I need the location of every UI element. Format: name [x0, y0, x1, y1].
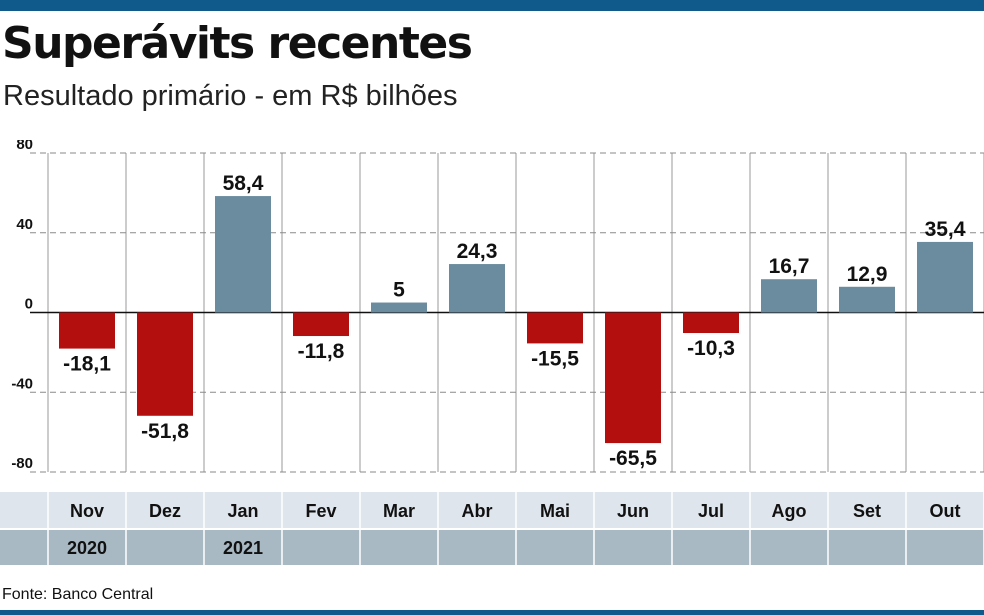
source-note: Fonte: Banco Central	[2, 586, 154, 603]
y-tick-label: 0	[25, 296, 33, 313]
bar-value-label: -15,5	[531, 347, 579, 370]
bar	[761, 279, 817, 313]
bar-value-label: -11,8	[298, 340, 345, 363]
bar	[59, 312, 115, 349]
bar	[683, 312, 739, 334]
x-category-label: Ago	[772, 501, 807, 521]
y-tick-label: -80	[11, 455, 33, 472]
x-category-label: Mar	[383, 501, 415, 521]
bar-chart: 80 40 0 -40 -80 -18,1 -51,8 58,4 -11,8 5 24,3 -15,5…	[0, 140, 984, 565]
bar	[449, 264, 505, 313]
x-category-label: Jan	[227, 501, 258, 521]
bar-value-label: 12,9	[847, 263, 888, 286]
bar	[917, 241, 973, 313]
bar-value-label: -51,8	[141, 420, 189, 443]
x-category-label: Fev	[305, 501, 336, 521]
x-category-label: Abr	[462, 501, 493, 521]
bar	[605, 312, 661, 444]
bar-value-label: 16,7	[769, 255, 810, 278]
bar	[293, 312, 349, 337]
year-row-band	[0, 530, 984, 565]
bar	[371, 302, 427, 313]
x-category-label: Out	[930, 501, 961, 521]
bar-value-label: 35,4	[925, 218, 966, 241]
chart-title: Superávits recentes	[2, 18, 473, 69]
year-label: 2020	[67, 538, 107, 558]
x-category-label: Nov	[70, 501, 104, 521]
bar	[527, 312, 583, 344]
bar-value-label: -10,3	[687, 337, 735, 360]
top-accent-bar	[0, 0, 984, 11]
chart-subtitle: Resultado primário - em R$ bilhões	[3, 80, 458, 112]
y-tick-label: 80	[16, 140, 33, 153]
year-label: 2021	[223, 538, 263, 558]
y-tick-label: -40	[11, 375, 33, 392]
bar	[215, 196, 271, 313]
bar	[839, 286, 895, 313]
x-category-label: Dez	[149, 501, 181, 521]
bar-value-label: 58,4	[223, 172, 264, 195]
bottom-accent-bar	[0, 610, 984, 615]
x-category-label: Jul	[698, 501, 724, 521]
month-row-band	[0, 492, 984, 528]
bar-value-label: -65,5	[609, 447, 657, 470]
y-tick-label: 40	[16, 216, 33, 233]
x-category-label: Jun	[617, 501, 649, 521]
x-category-label: Mai	[540, 501, 570, 521]
bar	[137, 312, 193, 416]
bar-value-label: -18,1	[63, 353, 111, 376]
bar-value-label: 24,3	[457, 240, 498, 263]
bar-value-label: 5	[393, 279, 405, 302]
x-category-label: Set	[853, 501, 881, 521]
